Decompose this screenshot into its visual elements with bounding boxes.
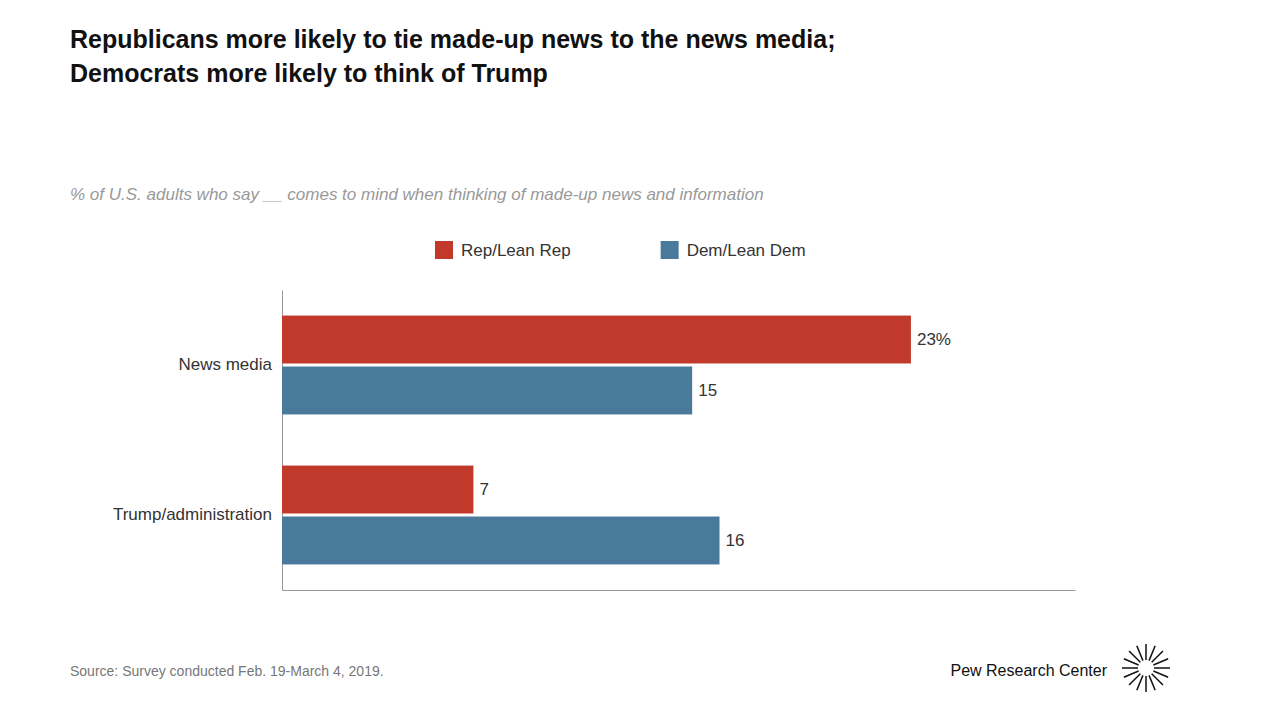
- legend-label: Rep/Lean Rep: [461, 241, 571, 260]
- logo-ray: [1153, 671, 1168, 677]
- title-line: Democrats more likely to think of Trump: [70, 59, 548, 87]
- logo-ray: [1122, 667, 1138, 669]
- data-label: 16: [726, 531, 745, 550]
- logo: [1122, 644, 1170, 692]
- bar: [282, 316, 911, 364]
- legend-item: Rep/Lean Rep: [435, 241, 571, 260]
- legend-label: Dem/Lean Dem: [687, 241, 806, 260]
- legend-swatch: [661, 241, 679, 259]
- x-axis: [283, 590, 1076, 591]
- logo-ray: [1153, 659, 1168, 665]
- logo-ray: [1152, 674, 1163, 685]
- data-labels: 23% 7 15 16: [479, 330, 951, 550]
- y-tick-label: Trump/administration: [113, 505, 272, 524]
- bar: [282, 466, 473, 514]
- legend-item: Dem/Lean Dem: [661, 241, 806, 260]
- y-tick: Trump/administration: [113, 505, 282, 524]
- logo-ray: [1154, 667, 1170, 669]
- source: Source: Survey conducted Feb. 19-March 4…: [70, 663, 384, 679]
- bar: [282, 517, 720, 565]
- y-axis: News media Trump/administration: [113, 291, 283, 591]
- data-label: 15: [698, 381, 717, 400]
- y-tick-label: News media: [178, 355, 272, 374]
- credit: Pew Research Center: [950, 662, 1107, 679]
- logo-ray: [1145, 644, 1147, 660]
- logo-ray: [1124, 671, 1139, 677]
- logo-ray: [1149, 646, 1155, 661]
- legend-swatch: [435, 241, 453, 259]
- title-line: Republicans more likely to tie made-up n…: [70, 25, 835, 53]
- logo-ray: [1145, 676, 1147, 692]
- logo-ray: [1129, 674, 1140, 685]
- title: Republicans more likely to tie made-up n…: [70, 25, 835, 87]
- logo-ray: [1124, 659, 1139, 665]
- logo-ray: [1152, 651, 1163, 662]
- x-axis-line: [283, 590, 1076, 591]
- data-label: 23%: [917, 330, 951, 349]
- logo-ray: [1137, 675, 1143, 690]
- chart: Republicans more likely to tie made-up n…: [0, 0, 1280, 720]
- subtitle: % of U.S. adults who say __ comes to min…: [70, 185, 764, 204]
- logo-ray: [1137, 646, 1143, 661]
- legend: Rep/Lean Rep Dem/Lean Dem: [435, 241, 806, 260]
- y-tick: News media: [178, 355, 282, 374]
- logo-ray: [1149, 675, 1155, 690]
- logo-ray: [1129, 651, 1140, 662]
- bars: [282, 316, 911, 565]
- bar: [282, 367, 692, 415]
- data-label: 7: [479, 480, 488, 499]
